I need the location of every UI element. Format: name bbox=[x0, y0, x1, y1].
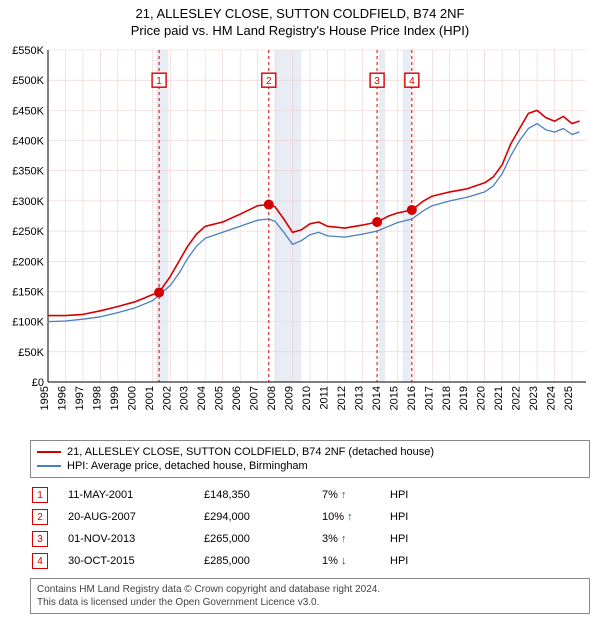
svg-text:2001: 2001 bbox=[144, 386, 156, 410]
footer-attribution: Contains HM Land Registry data © Crown c… bbox=[30, 578, 590, 614]
svg-text:2006: 2006 bbox=[231, 386, 243, 410]
svg-text:2015: 2015 bbox=[388, 386, 400, 410]
svg-text:2025: 2025 bbox=[563, 386, 575, 410]
svg-text:2013: 2013 bbox=[353, 386, 365, 410]
event-marker: 2 bbox=[32, 509, 48, 525]
svg-text:£150K: £150K bbox=[12, 286, 44, 298]
svg-text:2005: 2005 bbox=[214, 386, 226, 410]
event-vs: HPI bbox=[390, 489, 430, 501]
price-chart: £0£50K£100K£150K£200K£250K£300K£350K£400… bbox=[0, 44, 600, 436]
chart-container: £0£50K£100K£150K£200K£250K£300K£350K£400… bbox=[0, 44, 600, 436]
event-pct: 1% ↓ bbox=[322, 555, 382, 567]
svg-text:£300K: £300K bbox=[12, 196, 44, 208]
svg-text:£500K: £500K bbox=[12, 75, 44, 87]
legend-label: 21, ALLESLEY CLOSE, SUTTON COLDFIELD, B7… bbox=[67, 445, 434, 459]
chart-titles: 21, ALLESLEY CLOSE, SUTTON COLDFIELD, B7… bbox=[0, 0, 600, 38]
legend-item: HPI: Average price, detached house, Birm… bbox=[37, 459, 583, 473]
trend-arrow-icon: ↓ bbox=[341, 555, 347, 567]
svg-text:£200K: £200K bbox=[12, 256, 44, 268]
svg-text:2004: 2004 bbox=[196, 386, 208, 410]
title-line1: 21, ALLESLEY CLOSE, SUTTON COLDFIELD, B7… bbox=[0, 6, 600, 21]
svg-text:2: 2 bbox=[266, 76, 272, 87]
svg-text:£100K: £100K bbox=[12, 317, 44, 329]
svg-text:2020: 2020 bbox=[476, 386, 488, 410]
event-row: 4 30-OCT-2015 £285,000 1% ↓ HPI bbox=[30, 550, 590, 572]
legend: 21, ALLESLEY CLOSE, SUTTON COLDFIELD, B7… bbox=[30, 440, 590, 478]
trend-arrow-icon: ↑ bbox=[341, 489, 347, 501]
svg-text:£450K: £450K bbox=[12, 105, 44, 117]
event-date: 20-AUG-2007 bbox=[68, 511, 196, 523]
svg-text:1: 1 bbox=[156, 76, 162, 87]
event-date: 11-MAY-2001 bbox=[68, 489, 196, 501]
legend-swatch bbox=[37, 451, 61, 453]
svg-text:2010: 2010 bbox=[301, 386, 313, 410]
svg-text:2023: 2023 bbox=[528, 386, 540, 410]
svg-text:2000: 2000 bbox=[126, 386, 138, 410]
svg-text:2019: 2019 bbox=[458, 386, 470, 410]
svg-text:2021: 2021 bbox=[493, 386, 505, 410]
event-price: £294,000 bbox=[204, 511, 314, 523]
footer-line1: Contains HM Land Registry data © Crown c… bbox=[37, 583, 583, 596]
svg-text:£250K: £250K bbox=[12, 226, 44, 238]
event-date: 30-OCT-2015 bbox=[68, 555, 196, 567]
svg-text:2022: 2022 bbox=[511, 386, 523, 410]
legend-swatch bbox=[37, 465, 61, 467]
svg-text:4: 4 bbox=[409, 76, 415, 87]
svg-text:£400K: £400K bbox=[12, 136, 44, 148]
svg-text:£350K: £350K bbox=[12, 166, 44, 178]
legend-item: 21, ALLESLEY CLOSE, SUTTON COLDFIELD, B7… bbox=[37, 445, 583, 459]
svg-text:2008: 2008 bbox=[266, 386, 278, 410]
svg-text:2002: 2002 bbox=[161, 386, 173, 410]
svg-text:2017: 2017 bbox=[423, 386, 435, 410]
event-pct: 10% ↑ bbox=[322, 511, 382, 523]
event-row: 2 20-AUG-2007 £294,000 10% ↑ HPI bbox=[30, 506, 590, 528]
svg-text:2018: 2018 bbox=[441, 386, 453, 410]
event-row: 3 01-NOV-2013 £265,000 3% ↑ HPI bbox=[30, 528, 590, 550]
event-price: £265,000 bbox=[204, 533, 314, 545]
event-price: £285,000 bbox=[204, 555, 314, 567]
legend-label: HPI: Average price, detached house, Birm… bbox=[67, 459, 308, 473]
svg-text:2012: 2012 bbox=[336, 386, 348, 410]
trend-arrow-icon: ↑ bbox=[341, 533, 347, 545]
svg-text:2009: 2009 bbox=[284, 386, 296, 410]
event-row: 1 11-MAY-2001 £148,350 7% ↑ HPI bbox=[30, 484, 590, 506]
svg-text:2011: 2011 bbox=[318, 386, 330, 410]
svg-text:1999: 1999 bbox=[109, 386, 121, 410]
event-date: 01-NOV-2013 bbox=[68, 533, 196, 545]
svg-text:1997: 1997 bbox=[74, 386, 86, 410]
svg-text:2024: 2024 bbox=[546, 386, 558, 410]
svg-text:2016: 2016 bbox=[406, 386, 418, 410]
event-marker: 3 bbox=[32, 531, 48, 547]
svg-text:2014: 2014 bbox=[371, 386, 383, 410]
svg-text:3: 3 bbox=[374, 76, 380, 87]
event-vs: HPI bbox=[390, 555, 430, 567]
svg-text:1996: 1996 bbox=[56, 386, 68, 410]
svg-text:1995: 1995 bbox=[39, 386, 51, 410]
event-pct: 3% ↑ bbox=[322, 533, 382, 545]
event-pct: 7% ↑ bbox=[322, 489, 382, 501]
event-vs: HPI bbox=[390, 533, 430, 545]
svg-text:2007: 2007 bbox=[249, 386, 261, 410]
event-marker: 4 bbox=[32, 553, 48, 569]
title-line2: Price paid vs. HM Land Registry's House … bbox=[0, 23, 600, 38]
event-marker: 1 bbox=[32, 487, 48, 503]
trend-arrow-icon: ↑ bbox=[347, 511, 353, 523]
footer-line2: This data is licensed under the Open Gov… bbox=[37, 596, 583, 609]
svg-text:2003: 2003 bbox=[179, 386, 191, 410]
svg-text:£550K: £550K bbox=[12, 45, 44, 57]
event-vs: HPI bbox=[390, 511, 430, 523]
svg-text:£50K: £50K bbox=[18, 347, 44, 359]
sale-events-table: 1 11-MAY-2001 £148,350 7% ↑ HPI 2 20-AUG-2007 £… bbox=[30, 484, 590, 572]
event-price: £148,350 bbox=[204, 489, 314, 501]
svg-text:1998: 1998 bbox=[91, 386, 103, 410]
